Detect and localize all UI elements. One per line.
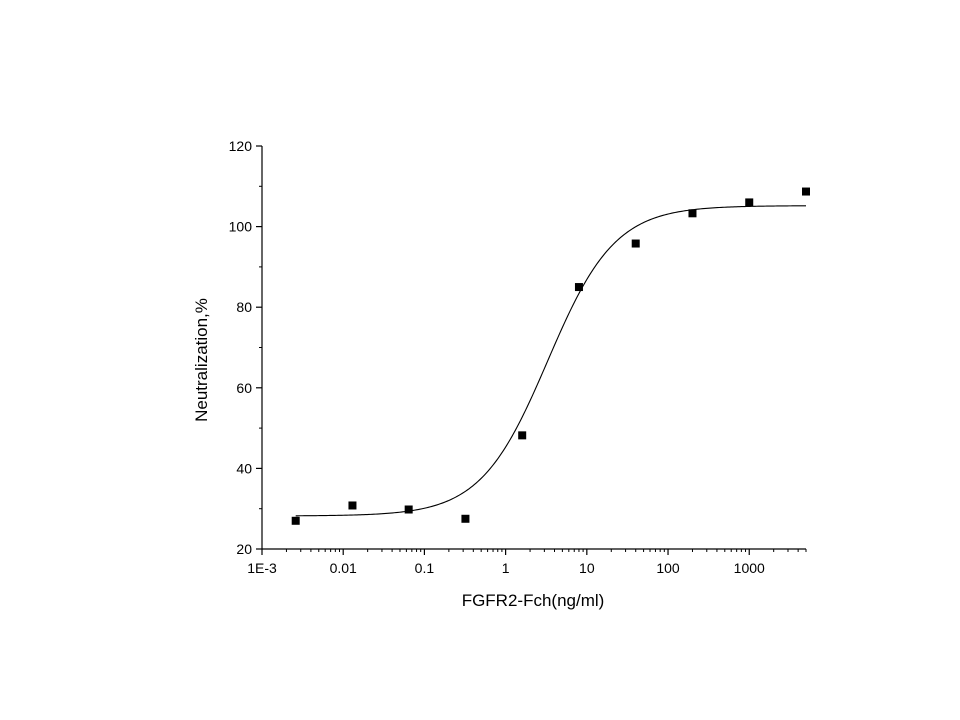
data-point [745,198,754,207]
data-point [688,209,697,218]
y-tick-label: 100 [229,219,253,235]
x-tick-label: 0.01 [330,560,357,576]
data-point [574,283,583,292]
y-tick-label: 20 [236,541,252,557]
data-point [348,501,357,510]
x-tick-label: 100 [656,560,680,576]
data-point [802,187,810,196]
data-point [631,239,640,248]
data-point [404,505,413,514]
y-tick-label: 60 [236,380,252,396]
ticks: 20 40 60 80 100 120 1E-3 0.01 0.1 1 10 100 1000 [229,138,807,576]
fit-curve-group [295,205,806,517]
x-tick-label: 1000 [734,560,765,576]
y-tick-label: 80 [236,299,252,315]
data-point [518,431,527,440]
axes [261,146,806,550]
data-point [461,514,470,523]
data-points [291,187,810,525]
data-point [291,516,300,525]
x-tick-label: 1 [502,560,510,576]
y-axis-title: Neutralization,% [192,298,211,422]
x-axis-title: FGFR2-Fch(ng/ml) [462,591,605,610]
x-tick-label: 10 [579,560,595,576]
fit-curve [295,205,806,517]
x-tick-label: 0.1 [415,560,435,576]
y-tick-label: 40 [236,460,252,476]
x-tick-label: 1E-3 [247,560,277,576]
y-tick-label: 120 [229,138,253,154]
